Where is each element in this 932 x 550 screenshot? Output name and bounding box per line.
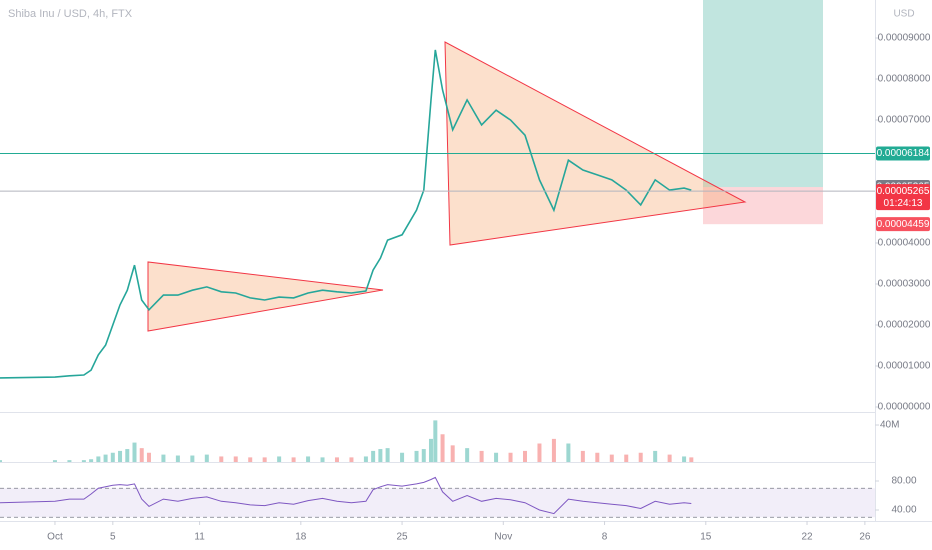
volume-bar	[609, 454, 614, 462]
chart-title: Shiba Inu / USD, 4h, FTX	[8, 8, 133, 20]
volume-bar	[479, 450, 484, 462]
volume-bar	[190, 455, 195, 462]
volume-bar	[595, 452, 600, 462]
x-tick-label: 25	[397, 532, 409, 543]
triangle-pattern	[444, 41, 747, 246]
x-tick-label: 18	[295, 532, 307, 543]
volume-bar	[146, 452, 151, 462]
volume-bar	[638, 452, 643, 462]
y-tick-label: 40.00	[891, 505, 916, 516]
countdown-label: 01:24:13	[884, 198, 923, 209]
volume-bar	[580, 450, 585, 462]
price-badge-label: 0.00004459	[877, 219, 930, 230]
volume-bar	[385, 448, 390, 462]
volume-bar	[450, 445, 455, 462]
volume-bar	[103, 454, 108, 462]
volume-bar	[653, 450, 658, 462]
triangle-pattern	[147, 261, 384, 332]
volume-bar	[363, 456, 368, 462]
volume-bar	[494, 452, 499, 462]
x-tick-label: 22	[801, 532, 813, 543]
y-tick-label: 0.00009000	[878, 33, 931, 44]
y-tick-label: 0.00000000	[878, 402, 931, 413]
volume-bar	[132, 442, 137, 462]
volume-bar	[0, 460, 2, 462]
x-tick-label: 8	[602, 532, 608, 543]
price-badge	[876, 217, 930, 232]
volume-bar	[537, 443, 542, 462]
y-tick-label: 0.00004000	[878, 238, 931, 249]
volume-bar	[67, 460, 72, 462]
price-badge	[876, 146, 930, 161]
volume-bar	[334, 457, 339, 462]
volume-bar	[371, 450, 376, 462]
volume-bar	[291, 457, 296, 462]
x-tick-label: 5	[110, 532, 116, 543]
volume-bar	[248, 457, 253, 462]
volume-bar	[428, 438, 433, 462]
volume-bar	[566, 443, 571, 462]
y-tick-label: 0.00007000	[878, 115, 931, 126]
volume-bar	[89, 459, 94, 462]
x-tick-label: 11	[194, 532, 205, 543]
position-target	[703, 0, 823, 188]
volume-bar	[277, 456, 282, 462]
volume-bar	[306, 456, 311, 462]
y-tick-label: 0.00008000	[878, 74, 931, 85]
volume-bar	[414, 450, 419, 462]
volume-bar	[204, 454, 209, 462]
x-tick-label: Nov	[494, 532, 512, 543]
volume-bar	[320, 457, 325, 462]
volume-bar	[349, 457, 354, 462]
volume-bar	[378, 449, 383, 462]
volume-bar	[118, 450, 123, 462]
volume-bar	[508, 452, 513, 462]
volume-bar	[433, 420, 438, 462]
volume-bar	[262, 457, 267, 462]
volume-bar	[125, 449, 130, 462]
currency-label: USD	[893, 9, 914, 20]
x-tick-label: Oct	[47, 532, 63, 543]
volume-bar	[219, 456, 224, 462]
volume-bar	[139, 448, 144, 462]
x-tick-label: 15	[700, 532, 712, 543]
volume-bar	[689, 457, 694, 462]
price-badge-label: 0.00005265	[877, 186, 930, 197]
y-tick-label: 0.00002000	[878, 320, 931, 331]
price-badge	[876, 184, 930, 211]
x-tick-label: 26	[859, 532, 871, 543]
rsi-band	[0, 488, 875, 518]
volume-bar	[682, 456, 687, 462]
y-tick-label: 0.00001000	[878, 361, 931, 372]
volume-bar	[81, 460, 86, 462]
volume-bar	[96, 456, 101, 462]
volume-bar	[161, 454, 166, 462]
volume-bar	[233, 456, 238, 462]
volume-bar	[110, 452, 115, 462]
volume-bar	[465, 448, 470, 462]
volume-bar	[551, 438, 556, 462]
volume-bar	[624, 454, 629, 462]
price-badge-label: 0.00006184	[877, 148, 930, 159]
volume-bar	[440, 434, 445, 462]
volume-bar	[52, 460, 57, 462]
y-tick-label: 80.00	[891, 476, 916, 487]
y-tick-label: 40M	[880, 420, 899, 431]
rsi-line	[0, 476, 692, 515]
y-tick-label: 0.00003000	[878, 279, 931, 290]
volume-bar	[421, 449, 426, 462]
volume-bar	[400, 452, 405, 462]
volume-bar	[175, 455, 180, 462]
volume-bar	[523, 450, 527, 462]
volume-bar	[667, 454, 672, 462]
price-line	[0, 49, 692, 379]
